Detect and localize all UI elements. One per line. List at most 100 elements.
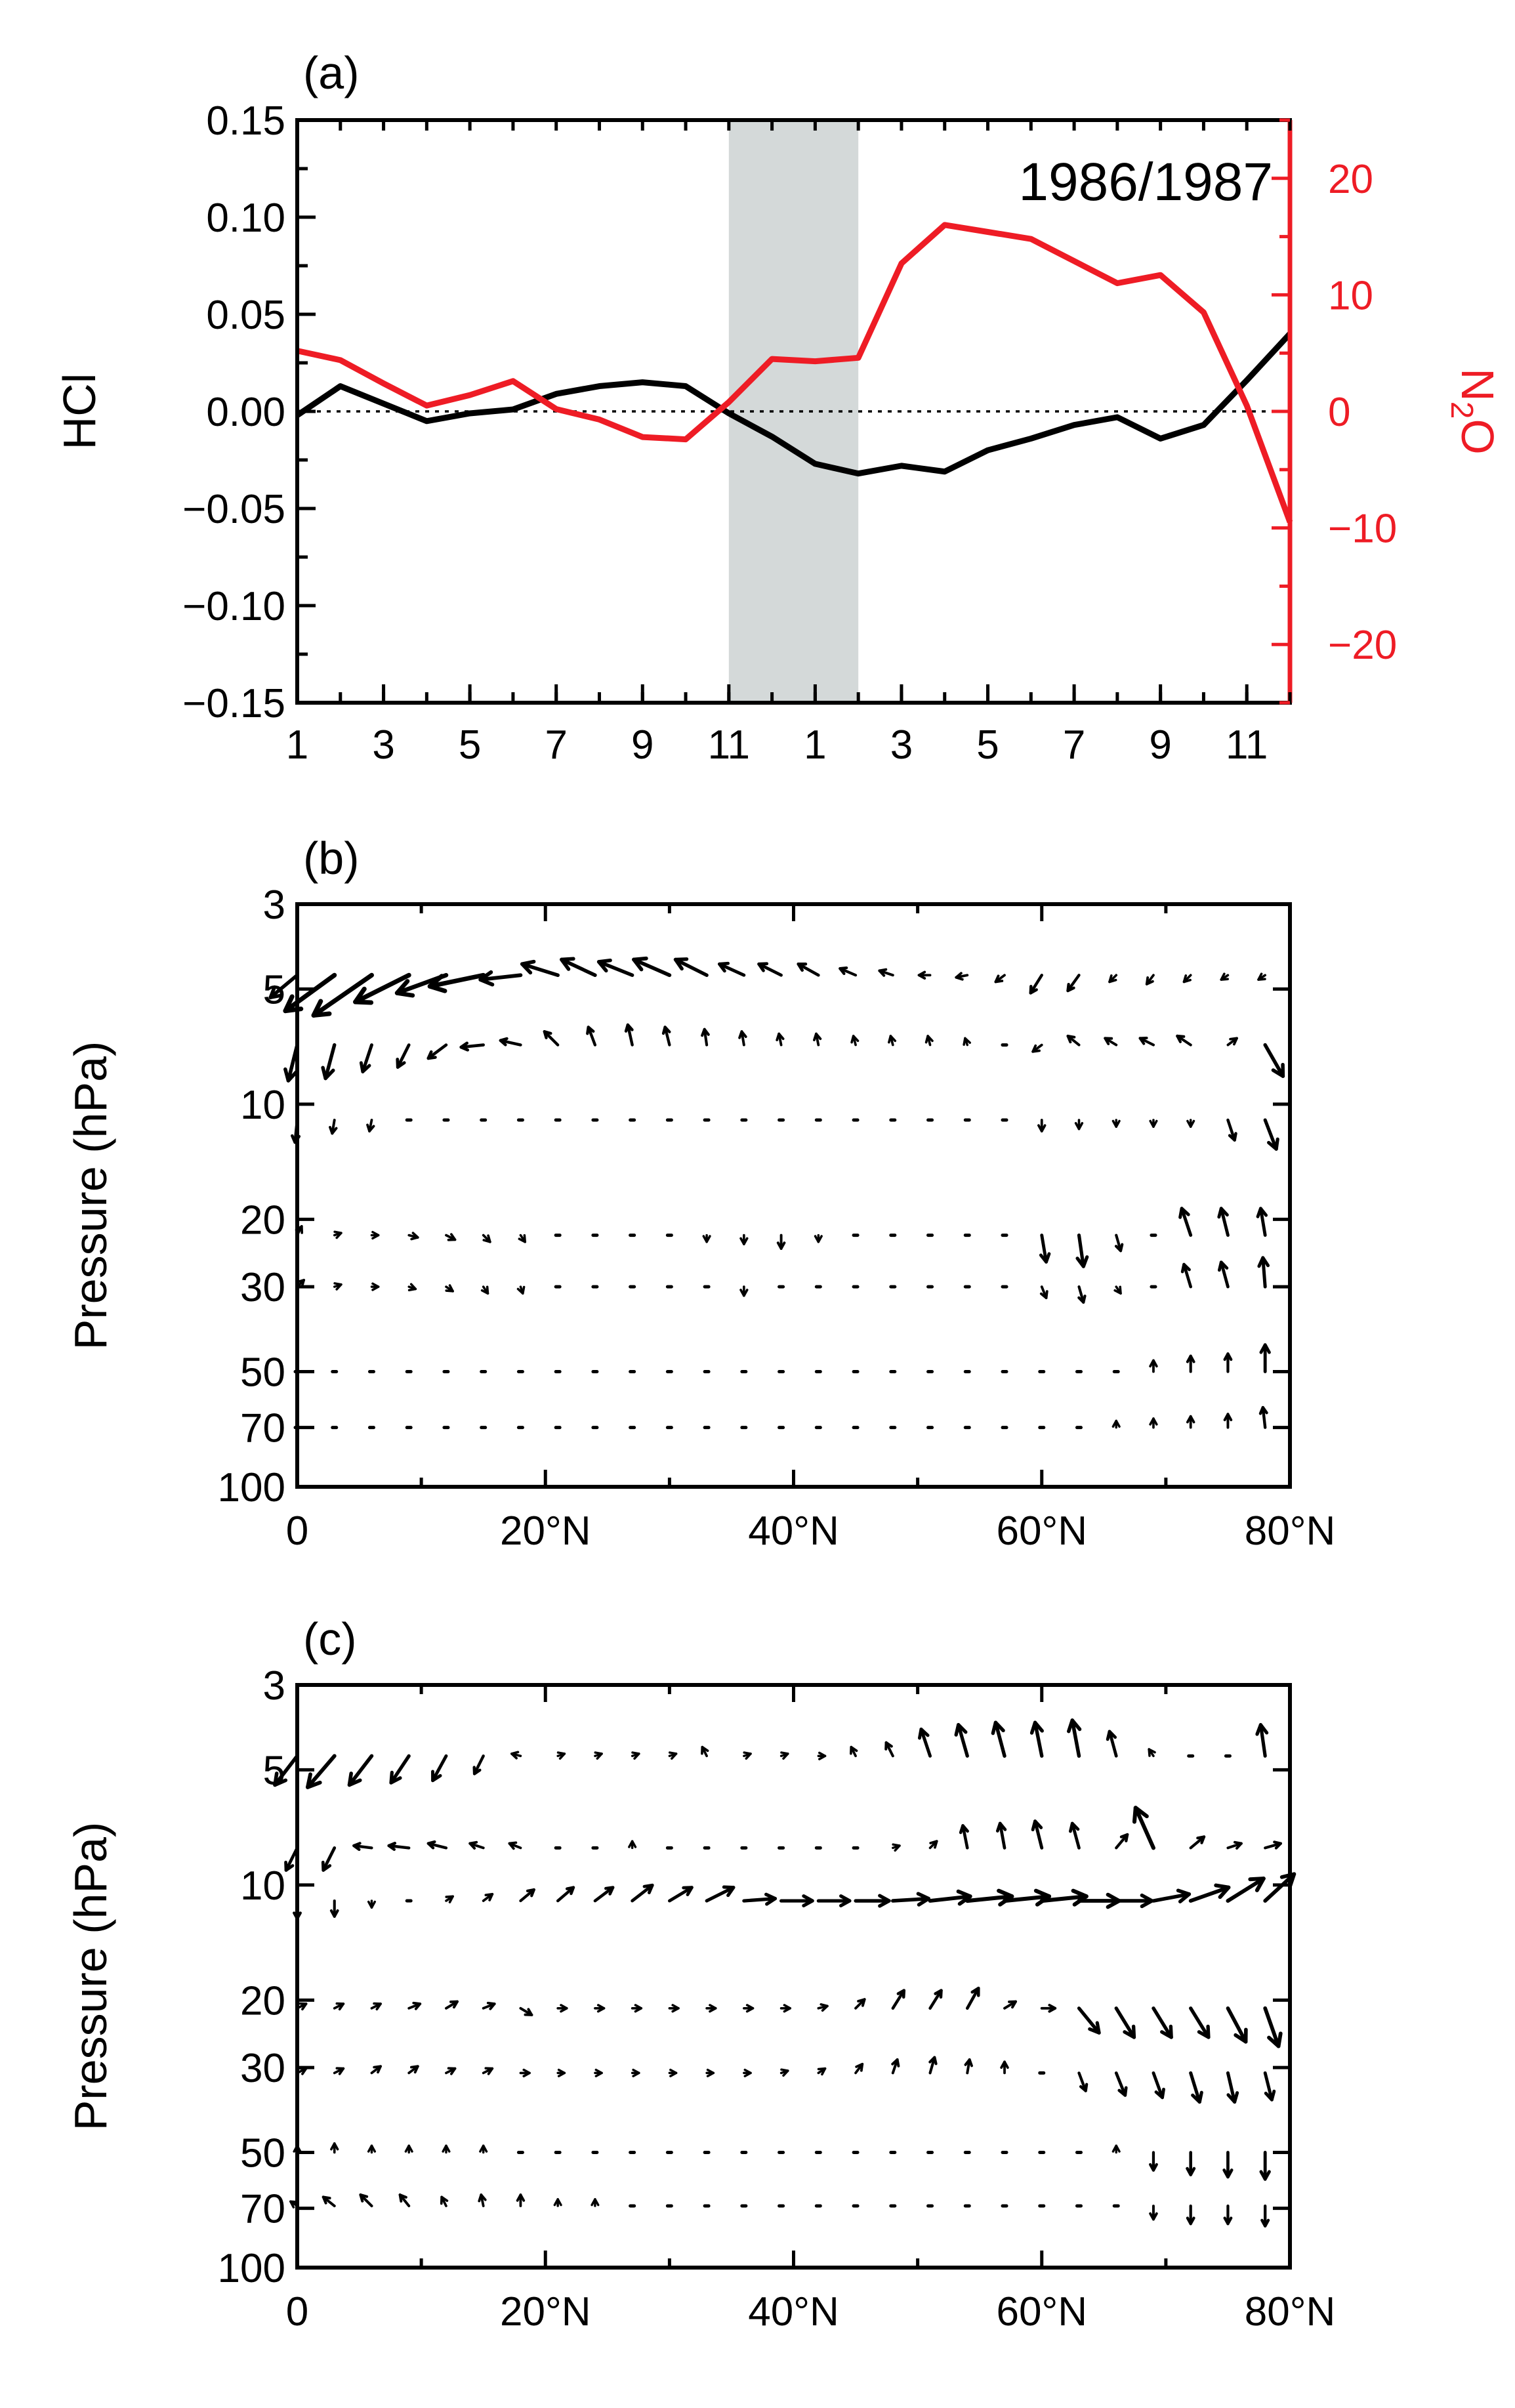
vector-head [1069, 1821, 1080, 1833]
vector-head [1182, 974, 1192, 984]
x-tick-label: 80°N [1245, 1508, 1336, 1554]
vector-shaft [361, 1043, 373, 1073]
vector-head [321, 1066, 335, 1081]
vector-head [347, 1772, 362, 1787]
vector-arrow [1077, 2071, 1089, 2092]
vector-shaft [1263, 2006, 1281, 2048]
vector-arrow [404, 2144, 413, 2154]
vector-head [1256, 1207, 1268, 1218]
vector-head [1217, 1260, 1229, 1272]
vector-arrow [370, 2002, 382, 2011]
vector-arrow [1260, 2204, 1270, 2228]
vector-head [820, 2003, 829, 2012]
vector-head [1119, 1833, 1129, 1842]
vector-head [520, 959, 536, 975]
vector-arrow [306, 1754, 337, 1789]
vector-arrow [1189, 1835, 1206, 1850]
x-tick-label: 40°N [748, 2289, 839, 2335]
vector-arrow [1223, 1413, 1233, 1429]
vector-arrow [928, 2056, 938, 2075]
vector-head [780, 2068, 789, 2077]
vector-arrow [593, 1886, 615, 1903]
vector-head [472, 1766, 482, 1775]
vector-arrow [431, 1754, 448, 1783]
vector-arrow [1182, 974, 1192, 984]
vector-arrow [884, 1741, 894, 1758]
vector-head [516, 1285, 526, 1295]
vector-head [526, 1888, 535, 1898]
vector-shaft [593, 1886, 615, 1903]
vector-head [335, 2002, 345, 2011]
vector-arrow [1075, 1233, 1089, 1268]
y-tick-label: 30 [240, 2046, 285, 2091]
vector-head [1132, 1806, 1149, 1824]
right-y-ticks: 20 10 0 −10 −20 [1272, 118, 1397, 705]
vector-head [738, 1030, 747, 1039]
x-tick-label: 11 [1226, 722, 1268, 768]
vector-head [624, 1023, 634, 1033]
vector-head [1138, 1036, 1148, 1045]
vector-head [917, 1727, 930, 1740]
vector-head [553, 2198, 562, 2207]
x-ticks: 0 20°N 40°N 60°N 80°N [286, 1685, 1335, 2335]
vector-arrow [407, 2065, 419, 2075]
vector-head [296, 1279, 306, 1288]
vector-shaft [1114, 2006, 1136, 2039]
vector-head [1074, 1122, 1084, 1131]
vector-head [1160, 2024, 1173, 2039]
vector-head [284, 1860, 295, 1872]
vector-head [1067, 1718, 1082, 1733]
vector-shaft [322, 1846, 337, 1872]
vector-head [745, 2004, 755, 2013]
vector-head [389, 1770, 402, 1785]
vector-head [963, 1037, 971, 1046]
vector-shaft [1133, 1806, 1155, 1850]
vector-head [956, 1889, 972, 1906]
vector-head [764, 1892, 778, 1906]
vector-shaft [891, 1896, 930, 1903]
vector-arrow [668, 1751, 678, 1760]
vector-arrow [482, 2001, 496, 2010]
vector-arrow [333, 2002, 345, 2011]
vector-arrow [407, 1232, 419, 1241]
vector-shaft [556, 1886, 575, 1903]
vector-arrow [891, 2058, 900, 2075]
vector-arrow [353, 972, 411, 1005]
vector-head [682, 1886, 694, 1896]
vector-head [373, 2002, 382, 2011]
vector-shaft [1070, 1821, 1081, 1850]
vector-shaft [891, 1989, 906, 2010]
vector-head [1217, 1207, 1229, 1219]
vector-shaft [1152, 1892, 1192, 1903]
y-tick-label: 70 [240, 1406, 285, 1451]
vector-head [367, 2144, 377, 2153]
vector-head [1186, 1354, 1195, 1363]
vector-arrow [1149, 1359, 1158, 1373]
vector-arrow [955, 972, 969, 981]
vector-shaft [928, 1894, 972, 1903]
vector-head [878, 1894, 891, 1908]
left-y-tick-label: −0.10 [182, 584, 285, 629]
vector-arrow [776, 1234, 786, 1250]
vector-arrow [1264, 1840, 1283, 1850]
vector-arrow [1069, 1821, 1081, 1850]
vector-head [1154, 2087, 1165, 2100]
vector-arrow [440, 2195, 449, 2207]
vector-head [628, 1840, 637, 1848]
vector-arrow [273, 1754, 299, 1787]
vector-arrow [928, 1889, 972, 1906]
vector-head [1029, 1720, 1044, 1735]
vector-arrow [459, 1041, 485, 1052]
vector-shaft [757, 962, 783, 977]
vector-shaft [673, 957, 709, 977]
vector-head [817, 2067, 827, 2076]
vector-head [373, 2065, 382, 2074]
vector-arrow [1003, 2000, 1017, 2010]
vector-head [268, 985, 283, 999]
vector-head [954, 1723, 968, 1737]
vector-shaft [353, 972, 411, 1005]
vector-arrow [1226, 1877, 1266, 1903]
vector-head [718, 961, 730, 973]
vector-shaft [998, 1821, 1007, 1850]
vector-head [634, 2004, 643, 2013]
